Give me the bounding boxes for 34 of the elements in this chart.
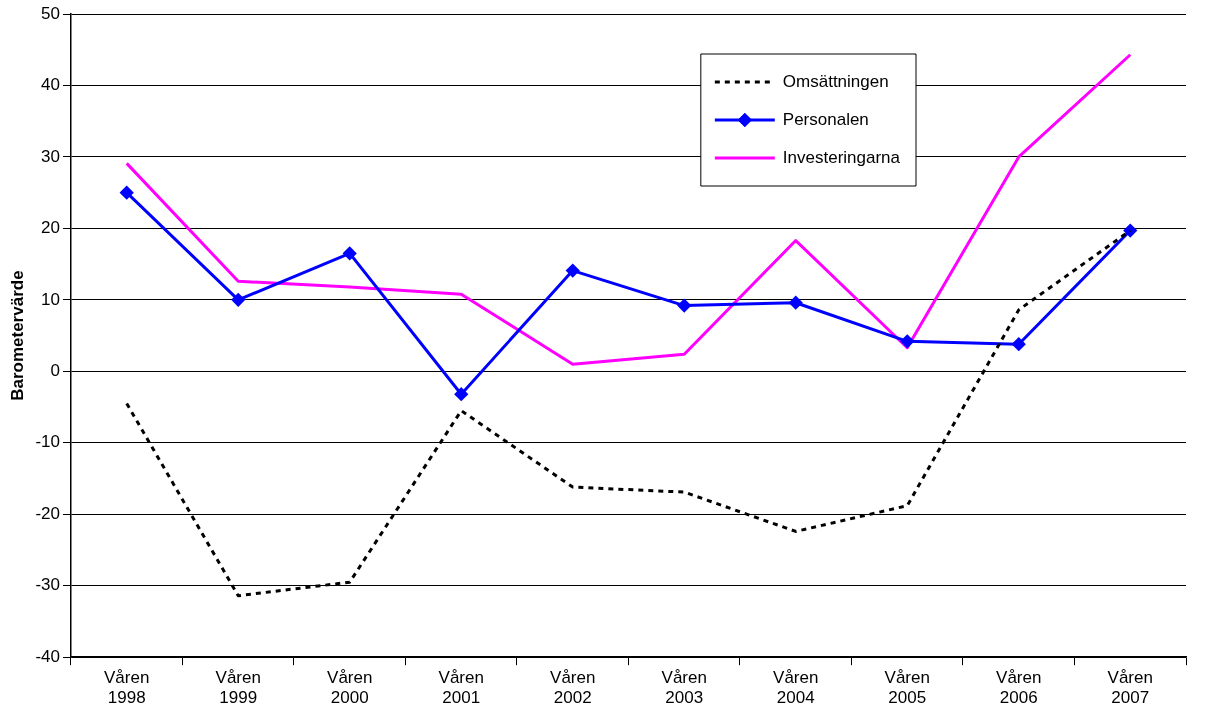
y-tick-label: 30 (41, 146, 60, 166)
x-tick-label: Våren 1999 (215, 668, 261, 708)
point (454, 387, 468, 401)
point (120, 186, 134, 200)
x-tick-label: Våren 2002 (550, 668, 596, 708)
y-tick-label: 50 (41, 3, 60, 23)
x-tick-label: Våren 2007 (1107, 668, 1153, 708)
legend-label: Personalen (782, 109, 869, 129)
y-tick-label: 0 (50, 361, 60, 381)
y-tick-label: 10 (41, 289, 60, 309)
y-tick-label: 40 (41, 75, 60, 95)
x-tick-label: Våren 2001 (438, 668, 484, 708)
y-tick-label: -10 (35, 432, 60, 452)
point (566, 264, 580, 278)
x-tick-label: Våren 2000 (327, 668, 373, 708)
point (789, 296, 803, 310)
x-tick-label: Våren 2006 (996, 668, 1042, 708)
point (343, 246, 357, 260)
x-tick-label: Våren 2004 (773, 668, 819, 708)
x-tick-label: Våren 2005 (884, 668, 930, 708)
y-tick-label: -40 (35, 646, 60, 666)
x-tick-label: Våren 2003 (661, 668, 707, 708)
point (677, 299, 691, 313)
point (900, 334, 914, 348)
point (1123, 224, 1137, 238)
legend-label: Investeringarna (782, 147, 901, 167)
y-tick-label: -20 (35, 503, 60, 523)
point (231, 293, 245, 307)
legend-label: Omsättningen (782, 71, 889, 91)
y-tick-label: -30 (35, 575, 60, 595)
y-axis-title: Barometervärde (7, 270, 27, 401)
point (1012, 337, 1026, 351)
y-tick-label: 20 (41, 218, 60, 238)
x-tick-label: Våren 1998 (104, 668, 150, 708)
